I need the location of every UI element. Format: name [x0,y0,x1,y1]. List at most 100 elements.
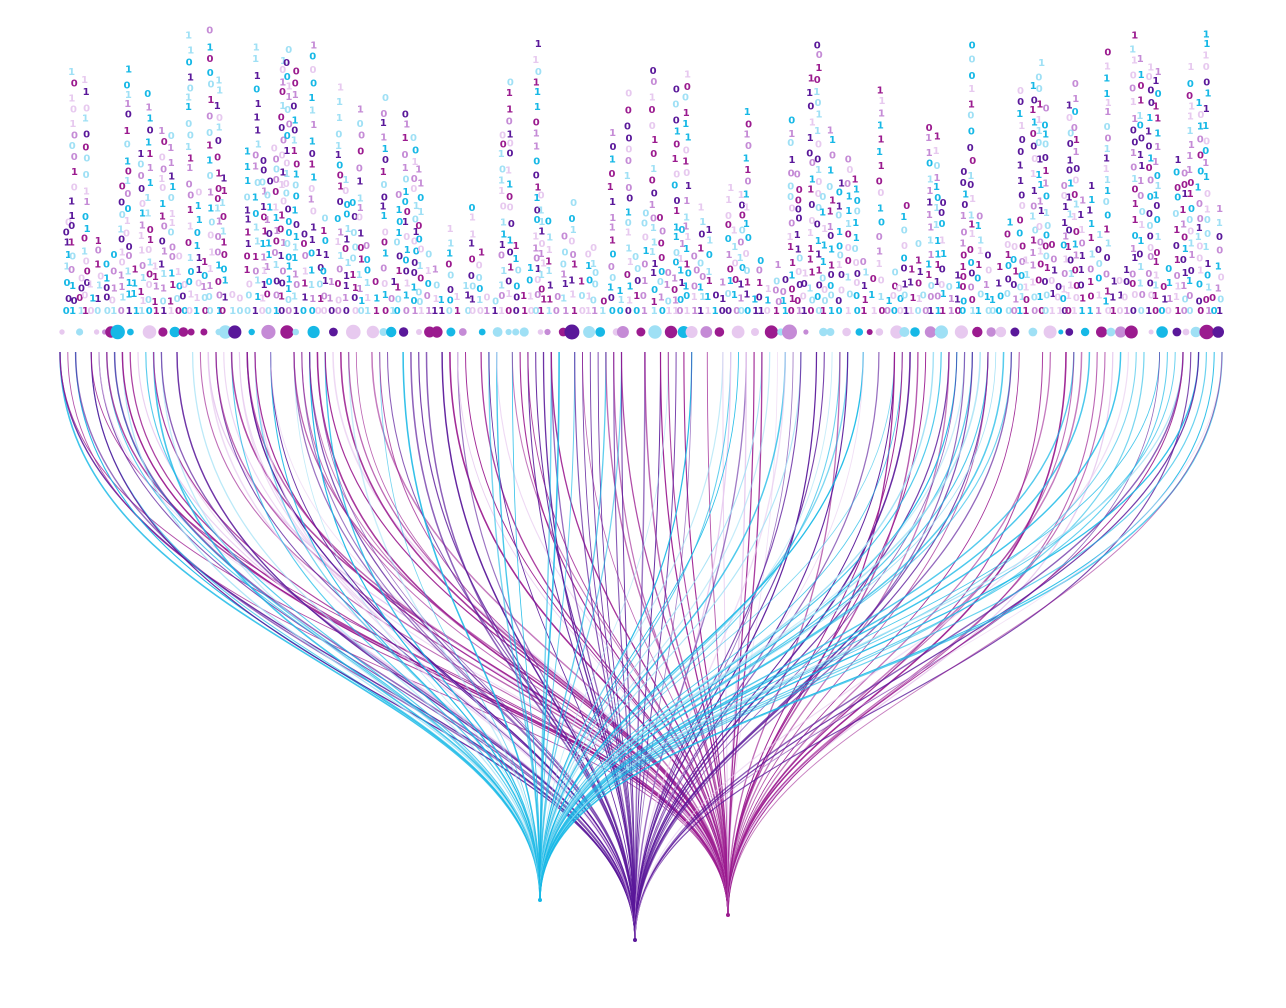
binary-digit: 0 [1211,306,1218,317]
binary-digit: 0 [187,130,194,141]
binary-digit: 0 [829,150,836,161]
binary-digit: 0 [71,182,78,193]
binary-digit: 0 [969,156,976,167]
binary-digit: 1 [815,165,822,176]
connection-curve [402,351,541,901]
connection-curve [539,351,1122,901]
binary-digit: 1 [415,165,422,176]
binary-digit: 1 [562,279,569,290]
binary-digit: 1 [69,306,76,317]
binary-digit: 1 [1138,70,1145,81]
binary-digit: 0 [1044,221,1051,232]
binary-digit: 1 [469,295,476,306]
binary-digit: 1 [1180,220,1187,231]
binary-digit: 0 [677,306,684,317]
binary-digit: 1 [380,133,387,144]
node-dot [1080,327,1090,337]
binary-digit: 0 [633,306,640,317]
binary-digit: 1 [1036,126,1043,137]
connection-curve [121,351,541,901]
binary-digit: 1 [969,194,976,205]
binary-digit: 0 [380,263,387,274]
binary-digit: 1 [273,260,280,271]
binary-digit: 1 [1152,157,1159,168]
binary-digit: 1 [278,210,285,221]
binary-digit: 1 [265,250,272,261]
binary-digit: 1 [828,261,835,272]
binary-digit: 1 [1147,63,1154,74]
binary-digit: 0 [1072,265,1079,276]
binary-digit: 0 [308,249,315,260]
binary-digit: 0 [960,282,967,293]
binary-digit: 0 [960,178,967,189]
binary-digit: 0 [169,252,176,263]
binary-digit: 1 [357,228,364,239]
binary-digit: 0 [926,123,933,134]
binary-digit: 1 [464,290,471,301]
binary-digit: 1 [1152,102,1159,113]
binary-digit: 0 [291,126,298,137]
binary-digit: 1 [540,295,547,306]
node-dot [1096,326,1107,338]
binary-digit: 1 [712,306,719,317]
connection-curve [238,351,729,916]
binary-digit: 1 [1103,164,1110,175]
binary-digit: 0 [273,276,280,287]
binary-digit: 0 [538,284,545,295]
binary-digit: 1 [402,163,409,174]
binary-digit: 1 [1137,176,1144,187]
binary-digit: 1 [546,233,553,244]
connection-curve [539,351,669,901]
binary-digit: 0 [816,281,823,292]
binary-digit: 1 [968,84,975,95]
binary-digit: 1 [1154,128,1161,139]
binary-digit: 1 [201,257,208,268]
binary-digit: 1 [187,289,194,300]
binary-digit: 1 [683,212,690,223]
binary-digit: 0 [967,143,974,154]
binary-digit: 0 [553,306,560,317]
binary-digit: 1 [1188,140,1195,151]
binary-digit: 1 [103,273,110,284]
binary-digit: 0 [835,211,842,222]
binary-digit: 1 [975,260,982,271]
binary-digit: 0 [283,179,290,190]
binary-digit: 1 [357,194,364,205]
binary-digit: 1 [322,276,329,287]
binary-digit: 1 [900,212,907,223]
connection-curve [539,351,1091,901]
binary-digit: 1 [1017,176,1024,187]
node-dot-row [59,324,1224,340]
binary-digit: 1 [625,227,632,238]
connection-curve [539,351,981,901]
binary-digit: 0 [1197,306,1204,317]
binary-digit: 1 [705,306,712,317]
binary-digit: 1 [1196,223,1203,234]
binary-digit: 1 [505,289,512,300]
binary-digit: 1 [194,241,201,252]
node-dot [924,326,937,338]
node-dot [1115,326,1127,338]
binary-digit: 0 [788,218,795,229]
binary-digit: 0 [946,282,953,293]
binary-digit: 0 [229,290,236,301]
binary-digit: 1 [789,155,796,166]
binary-digit: 0 [1042,242,1049,253]
binary-digit: 1 [533,193,540,204]
binary-digit: 0 [139,199,146,210]
binary-digit: 0 [1104,211,1111,222]
binary-digit: 1 [527,263,534,274]
binary-digit: 1 [927,306,934,317]
binary-digit: 0 [160,297,167,308]
binary-digit: 1 [845,219,852,230]
binary-digit: 1 [153,306,160,317]
binary-digit: 1 [534,102,541,113]
binary-digit: 1 [926,148,933,159]
binary-digit: 1 [705,267,712,278]
connection-curve [153,351,636,941]
binary-digit: 0 [815,177,822,188]
binary-digit: 1 [651,135,658,146]
binary-digit: 1 [1042,178,1049,189]
binary-digit: 0 [372,277,379,288]
binary-digit: 0 [579,306,586,317]
